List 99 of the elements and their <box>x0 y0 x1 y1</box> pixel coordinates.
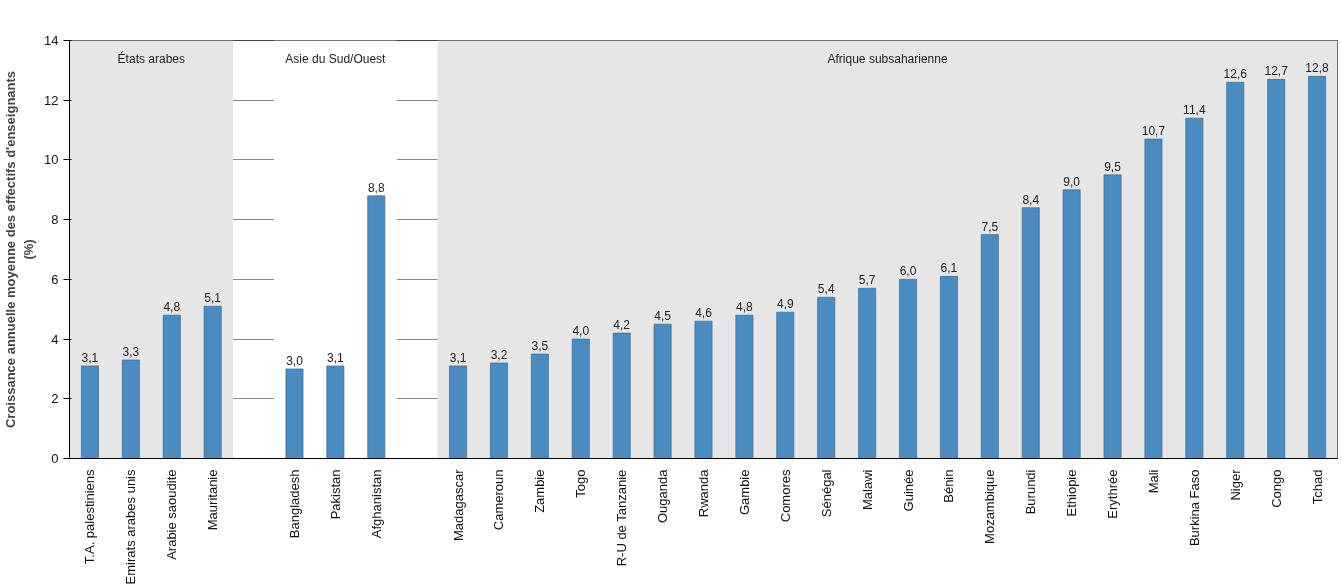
data-label: 3,1 <box>327 350 345 365</box>
bar <box>367 195 386 459</box>
data-label: 7,5 <box>981 219 999 234</box>
x-tick-label: Emirats arabes unis <box>123 469 139 585</box>
y-tick-label: 12 <box>44 92 59 108</box>
x-tick-label: Gambie <box>736 469 752 516</box>
data-label: 4,0 <box>572 324 590 339</box>
data-label: 10,7 <box>1141 124 1166 139</box>
x-tick-label: Ethiopie <box>1064 469 1080 517</box>
bar <box>1226 82 1245 459</box>
y-tick-label: 6 <box>51 271 59 287</box>
x-tick-label: Ouganda <box>655 468 671 523</box>
band-label: Afrique subsaharienne <box>827 52 948 67</box>
x-tick-label: Mauritanie <box>205 469 221 531</box>
bar <box>858 288 876 459</box>
x-tick-label: Arabie saoudite <box>164 469 180 560</box>
x-tick-label: Comores <box>777 469 793 523</box>
data-label: 3,1 <box>449 350 467 365</box>
data-label: 3,0 <box>286 353 304 368</box>
bar <box>1144 138 1163 459</box>
y-tick-label: 4 <box>51 331 59 347</box>
x-tick-label: Guinée <box>900 469 916 512</box>
x-tick-label: Congo <box>1268 469 1284 508</box>
x-tick-label: Mozambique <box>982 469 998 544</box>
y-tick-label: 8 <box>51 212 59 228</box>
bar <box>1103 174 1122 459</box>
x-tick-label: Mali <box>1145 469 1161 494</box>
bar <box>490 362 508 459</box>
bar <box>694 320 713 459</box>
bar <box>285 368 304 459</box>
bar <box>776 311 795 459</box>
x-tick-label: R-U de Tanzanie <box>614 469 630 567</box>
bar <box>571 338 590 459</box>
data-label: 4,2 <box>613 318 631 333</box>
x-tick-label: Erythrée <box>1105 469 1121 519</box>
data-label: 12,6 <box>1223 67 1248 82</box>
data-label: 6,1 <box>940 261 958 276</box>
bar <box>81 365 99 459</box>
data-label: 6,0 <box>899 264 917 279</box>
bar <box>817 296 836 459</box>
data-label: 5,7 <box>858 273 876 288</box>
bar <box>1308 76 1326 459</box>
bar <box>940 276 958 459</box>
x-tick-label: Sénégal <box>818 469 834 518</box>
y-axis-title: Croissance annuelle moyenne des effectifs d'enseignants (%) <box>3 70 37 429</box>
data-label: 4,5 <box>654 309 672 324</box>
y-tick-label: 0 <box>51 451 59 466</box>
x-tick-label: Burundi <box>1023 469 1039 515</box>
x-tick-label: Cameroun <box>491 469 507 531</box>
bar <box>326 365 345 459</box>
data-label: 5,1 <box>204 291 222 306</box>
bar <box>1062 189 1081 459</box>
data-label: 4,6 <box>695 306 713 321</box>
bar <box>1267 79 1286 459</box>
bar <box>531 353 549 459</box>
x-tick-label: Niger <box>1227 468 1243 501</box>
y-tick-label: 2 <box>51 391 59 407</box>
data-label: 3,3 <box>122 344 140 359</box>
bar <box>449 365 467 459</box>
data-label: 4,8 <box>736 300 754 315</box>
data-label: 9,5 <box>1104 159 1122 174</box>
x-tick-label: Togo <box>573 469 589 498</box>
y-tick-label: 14 <box>44 33 59 48</box>
bar <box>735 314 754 459</box>
data-label: 8,4 <box>1022 192 1040 207</box>
x-tick-label: Pakistan <box>327 469 343 520</box>
bar <box>1185 117 1204 459</box>
data-label: 11,4 <box>1183 103 1206 118</box>
data-label: 9,0 <box>1063 174 1081 189</box>
data-label: 12,7 <box>1264 64 1289 79</box>
data-label: 3,2 <box>490 347 508 362</box>
bar <box>980 234 999 459</box>
bar <box>899 279 917 459</box>
band-label: Asie du Sud/Ouest <box>285 52 387 67</box>
bar <box>1021 207 1040 459</box>
y-tick-label: 10 <box>44 152 59 168</box>
data-label: 4,8 <box>163 300 181 315</box>
x-tick-label: Madagascar <box>450 468 466 542</box>
bar <box>121 359 140 459</box>
x-tick-label: Bénin <box>941 469 957 503</box>
x-tick-label: Zambie <box>532 469 548 513</box>
bar <box>612 332 631 459</box>
data-label: 3,5 <box>531 339 549 353</box>
data-label: 8,8 <box>367 180 385 195</box>
x-tick-label: Malawi <box>859 469 875 510</box>
data-label: 3,1 <box>81 350 99 365</box>
data-label: 4,9 <box>776 297 794 312</box>
x-tick-label: Bangladesh <box>286 469 302 539</box>
band-label: États arabes <box>117 51 185 67</box>
bar <box>653 323 672 459</box>
x-tick-label: Burkina Faso <box>1186 469 1202 547</box>
bar <box>203 305 222 459</box>
x-tick-label: Afghanistan <box>368 469 384 539</box>
bar <box>162 314 181 459</box>
data-label: 12,8 <box>1305 61 1330 76</box>
x-tick-label: Rwanda <box>696 468 711 518</box>
x-tick-label: Tchad <box>1309 469 1325 505</box>
data-label: 5,4 <box>817 282 835 297</box>
x-tick-label: T.A. palestiniens <box>82 469 98 565</box>
